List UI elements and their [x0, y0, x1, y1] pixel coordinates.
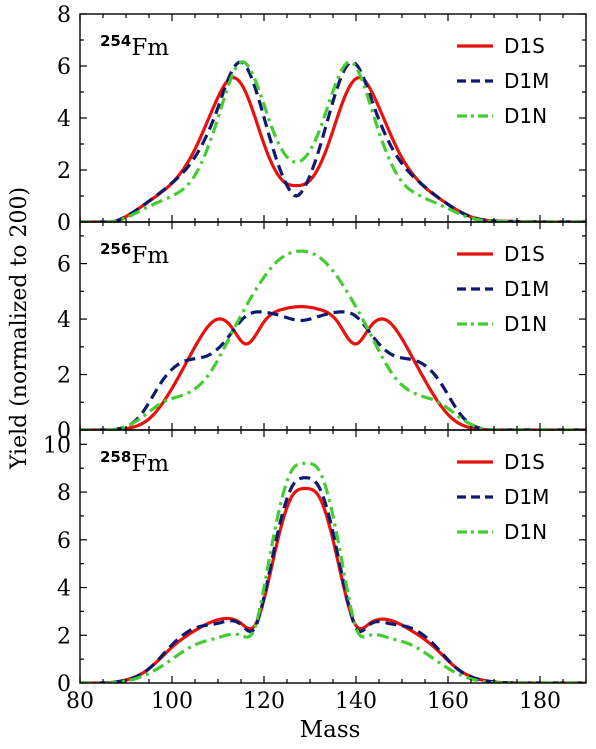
y-tick-label: 6 [57, 55, 71, 80]
legend-label-d1n: D1N [504, 104, 547, 128]
legend-label-d1n: D1N [504, 520, 547, 544]
series-line-d1m [80, 476, 586, 683]
y-tick-label: 4 [57, 107, 71, 132]
x-tick-label: 80 [66, 689, 94, 714]
y-tick-label: 8 [57, 481, 71, 506]
chart-panel-254: 0 2 4 6 8 254Fm D1S D1M D1N [57, 3, 587, 236]
legend-label-d1m: D1M [504, 485, 549, 509]
x-tick-label: 180 [519, 689, 561, 714]
y-tick-label: 2 [57, 624, 71, 649]
panel-label-mass: 258 [100, 448, 131, 466]
panel-label-mass: 254 [100, 32, 131, 50]
y-tick-label: 10 [43, 433, 71, 458]
y-tick-label: 0 [57, 211, 71, 236]
legend-label-d1s: D1S [504, 242, 545, 266]
chart-panel-258: 80 100 120 140 160 180 0 2 4 6 8 10 258Fm D1S D1M D1N [43, 429, 587, 714]
chart-panel-256: 0 2 4 6 256Fm D1S D1M D1N [57, 221, 587, 444]
x-axis-label: Mass [300, 717, 361, 743]
panel-label-element: Fm [131, 243, 169, 269]
legend-label-d1s: D1S [504, 34, 545, 58]
x-tick-label: 160 [427, 689, 469, 714]
panel-label-element: Fm [131, 35, 169, 61]
series-line-d1n [80, 249, 586, 430]
y-axis-label: Yield (normalized to 200) [7, 187, 32, 470]
y-tick-label: 6 [57, 529, 71, 554]
series-line-d1m [80, 310, 586, 430]
panel-label-mass: 256 [100, 240, 131, 258]
legend-label-d1m: D1M [504, 69, 549, 93]
y-tick-label: 6 [57, 253, 71, 278]
x-tick-label: 140 [335, 689, 377, 714]
y-tick-label: 4 [57, 308, 71, 333]
x-tick-label: 100 [151, 689, 193, 714]
panel-label: 258Fm [100, 448, 169, 477]
y-tick-label: 4 [57, 577, 71, 602]
legend-label-d1m: D1M [504, 277, 549, 301]
y-tick-label: 2 [57, 159, 71, 184]
y-tick-label: 2 [57, 364, 71, 389]
y-tick-label: 0 [57, 419, 71, 444]
series-line-d1n [80, 461, 586, 683]
panel-label-element: Fm [131, 451, 169, 477]
y-tick-label: 0 [57, 672, 71, 697]
legend-label-d1n: D1N [504, 312, 547, 336]
x-tick-label: 120 [243, 689, 285, 714]
panel-label: 256Fm [100, 240, 169, 269]
y-tick-label: 8 [57, 3, 71, 28]
panel-label: 254Fm [100, 32, 169, 61]
legend-label-d1s: D1S [504, 450, 545, 474]
